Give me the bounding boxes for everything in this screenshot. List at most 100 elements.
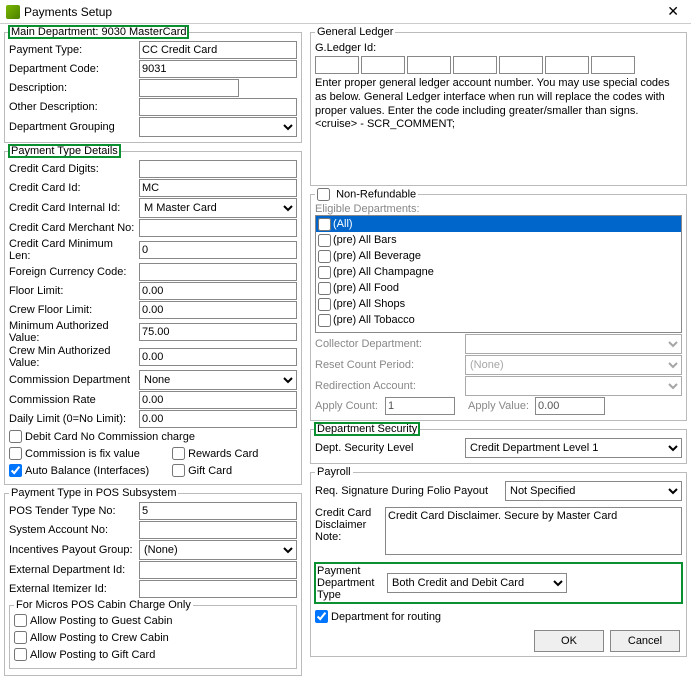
main-department-group: Main Department: 9030 MasterCard Payment…	[4, 26, 302, 143]
cc-id-label: Credit Card Id:	[9, 182, 139, 194]
auto-balance-checkbox[interactable]	[9, 464, 22, 477]
floor-label: Floor Limit:	[9, 285, 139, 297]
general-ledger-group: General Ledger G.Ledger Id: Enter proper…	[310, 26, 687, 186]
pdt-select[interactable]: Both Credit and Debit Card	[387, 573, 567, 593]
payment-type-label: Payment Type:	[9, 44, 139, 56]
redir-label: Redirection Account:	[315, 380, 465, 392]
cc-internal-select[interactable]: M Master Card	[139, 198, 297, 218]
ext-dept-input[interactable]	[139, 561, 297, 579]
rewards-checkbox[interactable]	[172, 447, 185, 460]
dept-grouping-select[interactable]	[139, 117, 297, 137]
ext-item-input[interactable]	[139, 580, 297, 598]
sec-level-select[interactable]: Credit Department Level 1	[465, 438, 682, 458]
elig-chk-3[interactable]	[318, 266, 331, 279]
routing-checkbox[interactable]	[315, 610, 328, 623]
comm-rate-input[interactable]	[139, 391, 297, 409]
elig-item[interactable]: (pre) All Beverage	[316, 248, 681, 264]
gift-card-label: Gift Card	[188, 465, 232, 477]
elig-chk-0[interactable]	[318, 218, 331, 231]
description-label: Description:	[9, 82, 139, 94]
dept-code-label: Department Code:	[9, 63, 139, 75]
cc-merchant-label: Credit Card Merchant No:	[9, 222, 139, 234]
daily-limit-label: Daily Limit (0=No Limit):	[9, 413, 139, 425]
crew-floor-input[interactable]	[139, 301, 297, 319]
rewards-label: Rewards Card	[188, 448, 258, 460]
elig-chk-2[interactable]	[318, 250, 331, 263]
auto-balance-label: Auto Balance (Interfaces)	[25, 465, 149, 477]
elig-item[interactable]: (pre) All Bars	[316, 232, 681, 248]
gl-box-5[interactable]	[499, 56, 543, 74]
ext-item-label: External Itemizer Id:	[9, 583, 139, 595]
comm-rate-label: Commission Rate	[9, 394, 139, 406]
ext-dept-label: External Department Id:	[9, 564, 139, 576]
cancel-button[interactable]: Cancel	[610, 630, 680, 652]
elig-item[interactable]: (pre) All Tobacco	[316, 312, 681, 328]
cc-digits-input[interactable]	[139, 160, 297, 178]
min-auth-input[interactable]	[139, 323, 297, 341]
titlebar: Payments Setup ✕	[0, 0, 691, 24]
payment-type-input[interactable]	[139, 41, 297, 59]
elig-chk-1[interactable]	[318, 234, 331, 247]
dept-sec-legend: Department Security	[315, 423, 419, 435]
gl-box-1[interactable]	[315, 56, 359, 74]
cc-id-input[interactable]	[139, 179, 297, 197]
cc-minlen-label: Credit Card Minimum Len:	[9, 238, 139, 262]
sys-acct-input[interactable]	[139, 521, 297, 539]
disclaimer-textarea[interactable]: Credit Card Disclaimer. Secure by Master…	[385, 507, 682, 555]
fcc-input[interactable]	[139, 263, 297, 281]
close-icon[interactable]: ✕	[661, 3, 685, 20]
dept-code-input[interactable]	[139, 60, 297, 78]
eligible-departments-list[interactable]: (All) (pre) All Bars (pre) All Beverage …	[315, 215, 682, 333]
req-sig-label: Req. Signature During Folio Payout	[315, 485, 505, 497]
inc-payout-select[interactable]: (None)	[139, 540, 297, 560]
collector-label: Collector Department:	[315, 338, 465, 350]
non-ref-legend: Non-Refundable	[315, 188, 418, 201]
apply-value-label: Apply Value:	[455, 400, 535, 412]
tender-no-input[interactable]	[139, 502, 297, 520]
elig-dept-label: Eligible Departments:	[315, 203, 682, 215]
floor-input[interactable]	[139, 282, 297, 300]
ok-button[interactable]: OK	[534, 630, 604, 652]
redir-select	[465, 376, 682, 396]
gift-card-checkbox[interactable]	[172, 464, 185, 477]
dept-grouping-label: Department Grouping	[9, 121, 139, 133]
allow-guest-label: Allow Posting to Guest Cabin	[30, 615, 172, 627]
inc-payout-label: Incentives Payout Group:	[9, 544, 139, 556]
comm-dept-select[interactable]: None	[139, 370, 297, 390]
non-refundable-checkbox[interactable]	[317, 188, 330, 201]
apply-count-input	[385, 397, 455, 415]
micros-cabin-legend: For Micros POS Cabin Charge Only	[14, 599, 193, 611]
cc-merchant-input[interactable]	[139, 219, 297, 237]
fcc-label: Foreign Currency Code:	[9, 266, 139, 278]
elig-item[interactable]: (pre) All Shops	[316, 296, 681, 312]
allow-gift-checkbox[interactable]	[14, 648, 27, 661]
comm-fix-label: Commission is fix value	[25, 448, 140, 460]
req-sig-select[interactable]: Not Specified	[505, 481, 682, 501]
payroll-group: Payroll Req. Signature During Folio Payo…	[310, 466, 687, 657]
description-input[interactable]	[139, 79, 239, 97]
allow-guest-checkbox[interactable]	[14, 614, 27, 627]
elig-chk-4[interactable]	[318, 282, 331, 295]
elig-item[interactable]: (pre) All Champagne	[316, 264, 681, 280]
daily-limit-input[interactable]	[139, 410, 297, 428]
comm-fix-checkbox[interactable]	[9, 447, 22, 460]
allow-crew-label: Allow Posting to Crew Cabin	[30, 632, 169, 644]
elig-item-all[interactable]: (All)	[316, 216, 681, 232]
elig-chk-5[interactable]	[318, 298, 331, 311]
other-desc-input[interactable]	[139, 98, 297, 116]
gl-box-4[interactable]	[453, 56, 497, 74]
allow-crew-checkbox[interactable]	[14, 631, 27, 644]
elig-chk-6[interactable]	[318, 314, 331, 327]
cc-minlen-input[interactable]	[139, 241, 297, 259]
gl-box-3[interactable]	[407, 56, 451, 74]
elig-item[interactable]: (pre) All Food	[316, 280, 681, 296]
pos-subsystem-group: Payment Type in POS Subsystem POS Tender…	[4, 487, 302, 676]
no-commission-checkbox[interactable]	[9, 430, 22, 443]
min-auth-label: Minimum Authorized Value:	[9, 320, 139, 344]
gl-box-7[interactable]	[591, 56, 635, 74]
gl-box-2[interactable]	[361, 56, 405, 74]
app-icon	[6, 5, 20, 19]
gl-box-6[interactable]	[545, 56, 589, 74]
crew-min-auth-input[interactable]	[139, 348, 297, 366]
apply-value-input	[535, 397, 605, 415]
